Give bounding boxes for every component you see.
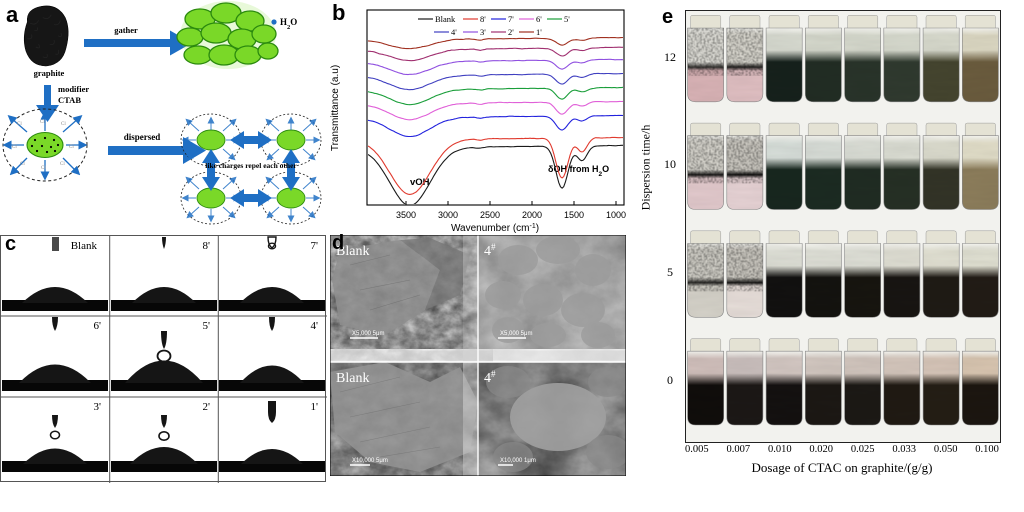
- svg-text:Cl: Cl: [69, 145, 74, 150]
- svg-text:2': 2': [508, 27, 514, 37]
- svg-text:Cl: Cl: [61, 122, 66, 127]
- svg-text:Cl: Cl: [41, 166, 46, 171]
- svg-text:Wavenumber (cm-1): Wavenumber (cm-1): [451, 223, 539, 235]
- svg-text:X10,000 1μm: X10,000 1μm: [500, 458, 536, 464]
- svg-text:Cl: Cl: [17, 122, 22, 127]
- svg-text:3000: 3000: [438, 210, 458, 220]
- svg-text:4': 4': [311, 320, 319, 332]
- svg-text:Transmittance (a.u): Transmittance (a.u): [330, 65, 341, 151]
- svg-text:gather: gather: [114, 25, 138, 35]
- svg-text:7': 7': [311, 240, 319, 252]
- svg-text:5': 5': [564, 14, 570, 24]
- svg-text:Cl: Cl: [12, 145, 17, 150]
- svg-text:Blank: Blank: [435, 14, 456, 24]
- svg-text:Cl: Cl: [60, 162, 65, 167]
- svg-text:CTAB: CTAB: [58, 95, 81, 105]
- svg-text:5': 5': [203, 320, 211, 332]
- svg-text:Blank: Blank: [336, 371, 369, 386]
- svg-text:Cl: Cl: [20, 162, 25, 167]
- svg-text:3500: 3500: [396, 210, 416, 220]
- svg-text:7': 7': [508, 14, 514, 24]
- svg-text:X10,000 5μm: X10,000 5μm: [352, 458, 388, 464]
- svg-text:1': 1': [536, 27, 542, 37]
- svg-text:1': 1': [311, 401, 319, 413]
- svg-text:modifier: modifier: [58, 84, 89, 94]
- svg-text:graphite: graphite: [34, 68, 65, 78]
- svg-text:like charges repel each other: like charges repel each other: [205, 161, 297, 170]
- svg-text:2500: 2500: [480, 210, 500, 220]
- svg-text:8': 8': [480, 14, 486, 24]
- svg-text:Cl: Cl: [40, 120, 45, 125]
- svg-text:1500: 1500: [564, 210, 584, 220]
- svg-text:2000: 2000: [522, 210, 542, 220]
- svg-text:4': 4': [451, 27, 457, 37]
- svg-text:6': 6': [94, 320, 102, 332]
- svg-text:1000: 1000: [606, 210, 626, 220]
- svg-text:X5,000 5μm: X5,000 5μm: [500, 331, 532, 337]
- svg-text:2': 2': [203, 401, 211, 413]
- svg-text:H2O: H2O: [280, 17, 297, 31]
- svg-text:X5,000 5μm: X5,000 5μm: [352, 331, 384, 337]
- svg-text:3': 3': [94, 401, 102, 413]
- svg-text:Blank: Blank: [71, 240, 98, 252]
- svg-text:8': 8': [203, 240, 211, 252]
- svg-text:6': 6': [536, 14, 542, 24]
- svg-text:dispersed: dispersed: [124, 132, 161, 142]
- svg-text:3': 3': [480, 27, 486, 37]
